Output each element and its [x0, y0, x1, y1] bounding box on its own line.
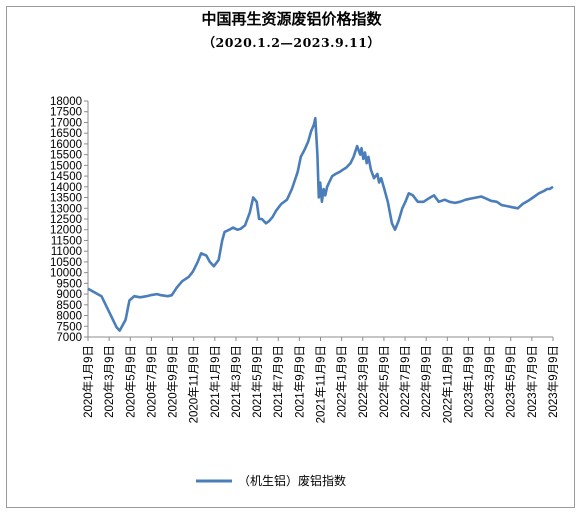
y-tick-label: 14500 — [50, 171, 82, 183]
y-tick-label: 10500 — [50, 257, 82, 269]
y-tick-label: 15500 — [50, 150, 82, 162]
x-tick-label: 2020年7月9日 — [144, 345, 158, 418]
y-tick-label: 11000 — [51, 246, 82, 258]
y-tick-label: 9000 — [56, 289, 82, 301]
y-tick-label: 16500 — [50, 128, 82, 140]
x-tick-label: 2020年3月9日 — [102, 345, 116, 418]
y-tick-label: 17500 — [50, 107, 82, 119]
y-tick-label: 10000 — [50, 268, 82, 280]
x-tick-label: 2022年5月9日 — [377, 345, 391, 418]
x-tick-label: 2023年7月9日 — [525, 345, 539, 418]
x-tick-label: 2020年9月9日 — [166, 345, 180, 418]
chart-title: 中国再生资源废铝价格指数 — [201, 10, 382, 28]
y-tick-label: 7500 — [56, 321, 82, 333]
legend-label: （机生铝）废铝指数 — [238, 473, 346, 488]
x-tick-label: 2022年11月9日 — [440, 345, 454, 423]
x-tick-label: 2020年5月9日 — [123, 345, 137, 418]
y-tick-label: 18000 — [50, 96, 82, 108]
x-tick-label: 2021年3月9日 — [229, 345, 243, 418]
x-tick-label: 2023年3月9日 — [483, 345, 497, 418]
x-tick-label: 2022年3月9日 — [356, 345, 370, 418]
chart-frame — [6, 6, 575, 508]
y-tick-label: 8500 — [56, 300, 82, 312]
y-axis: 1800017500170001650016000155001500014500… — [50, 96, 89, 344]
y-tick-label: 13500 — [50, 193, 82, 205]
x-tick-label: 2020年11月9日 — [187, 345, 201, 423]
x-tick-label: 2021年5月9日 — [250, 345, 264, 418]
y-tick-label: 17000 — [50, 117, 82, 129]
chart-subtitle: （2020.1.2—2023.9.11） — [202, 35, 381, 50]
x-axis: 2020年1月9日 2020年3月9日 2020年5月9日 2020年7月9日 2020… — [81, 336, 560, 423]
x-tick-label: 2021年11月9日 — [314, 345, 328, 423]
x-tick-label: 2023年1月9日 — [461, 345, 475, 418]
y-tick-label: 12000 — [50, 225, 82, 237]
x-tick-label: 2020年1月9日 — [81, 345, 95, 418]
legend: （机生铝）废铝指数 — [196, 473, 346, 488]
y-tick-label: 8000 — [56, 311, 82, 323]
x-tick-label: 2022年7月9日 — [398, 345, 412, 418]
x-tick-label: 2022年9月9日 — [419, 345, 433, 418]
series-line — [87, 116, 554, 332]
x-tick-label: 2021年9月9日 — [292, 345, 306, 418]
y-tick-label: 12500 — [50, 214, 82, 226]
y-tick-label: 16000 — [50, 139, 82, 151]
y-tick-label: 7000 — [56, 332, 82, 344]
y-tick-label: 13000 — [50, 203, 82, 215]
y-tick-label: 15000 — [50, 160, 82, 172]
y-tick-label: 11500 — [51, 235, 82, 247]
x-tick-label: 2021年1月9日 — [208, 345, 222, 418]
y-tick-label: 9500 — [56, 278, 82, 290]
x-tick-label: 2023年9月9日 — [546, 345, 560, 418]
x-tick-label: 2021年7月9日 — [271, 345, 285, 418]
x-tick-label: 2022年1月9日 — [335, 345, 349, 418]
y-tick-label: 14000 — [50, 182, 82, 194]
x-tick-label: 2023年5月9日 — [504, 345, 518, 418]
plot-area — [87, 116, 554, 332]
